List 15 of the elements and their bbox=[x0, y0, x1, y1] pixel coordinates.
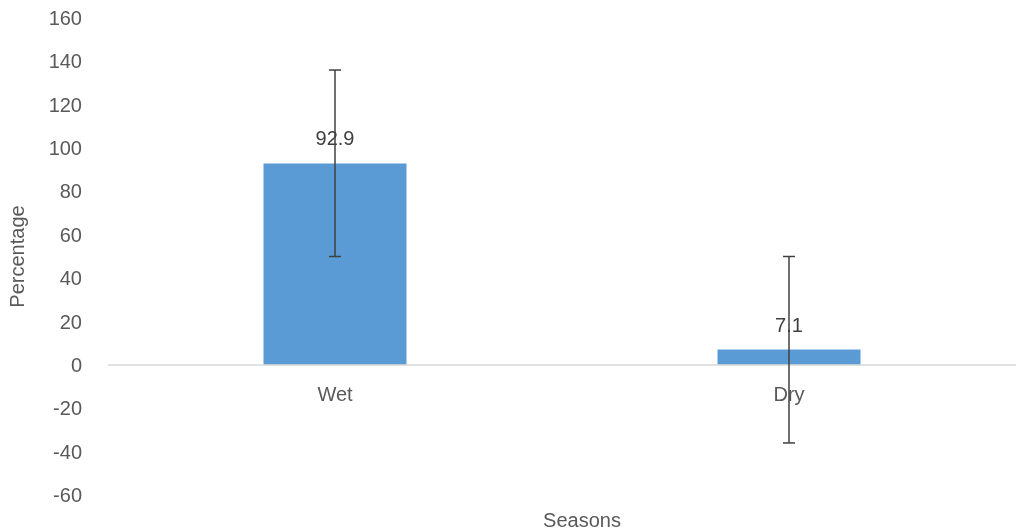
y-tick-label: 80 bbox=[59, 180, 82, 203]
y-tick-label: 140 bbox=[48, 50, 82, 73]
y-tick-label: -20 bbox=[53, 397, 82, 420]
y-tick-label: 60 bbox=[59, 223, 82, 246]
x-axis-title: Seasons bbox=[543, 509, 621, 531]
y-tick-label: 20 bbox=[59, 310, 82, 333]
y-tick-label: 120 bbox=[48, 93, 82, 116]
y-tick-label: 40 bbox=[59, 267, 82, 290]
y-tick-label: 0 bbox=[70, 353, 82, 376]
y-tick-label: 100 bbox=[48, 137, 82, 160]
x-tick-label: Wet bbox=[317, 382, 354, 405]
y-tick-label: -60 bbox=[53, 484, 82, 506]
y-axis-title: Percentage bbox=[6, 205, 28, 308]
y-tick-label: 160 bbox=[48, 7, 82, 29]
y-tick-label: -40 bbox=[53, 440, 82, 463]
